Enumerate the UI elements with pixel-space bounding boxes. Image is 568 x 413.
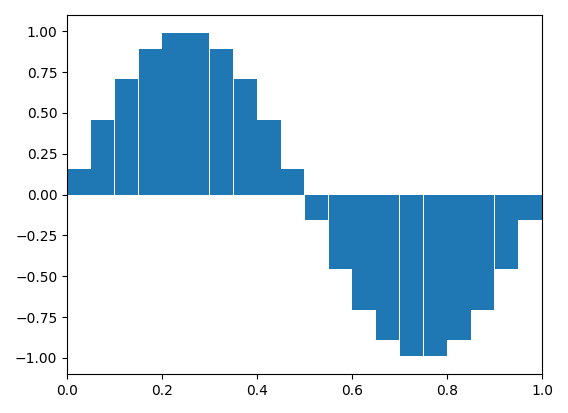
Bar <box>495 195 518 269</box>
Bar <box>424 195 447 356</box>
Bar <box>328 195 352 269</box>
Bar <box>257 121 281 195</box>
Bar <box>115 79 138 195</box>
Bar <box>352 195 375 310</box>
Bar <box>233 79 257 195</box>
Bar <box>400 195 423 356</box>
Bar <box>376 195 399 340</box>
Bar <box>519 195 542 220</box>
Bar <box>139 49 162 195</box>
Bar <box>447 195 470 340</box>
Bar <box>186 33 210 195</box>
Bar <box>471 195 494 310</box>
Bar <box>162 33 186 195</box>
Bar <box>281 169 304 195</box>
Bar <box>210 49 233 195</box>
Bar <box>91 121 114 195</box>
Bar <box>305 195 328 220</box>
Bar <box>68 169 91 195</box>
